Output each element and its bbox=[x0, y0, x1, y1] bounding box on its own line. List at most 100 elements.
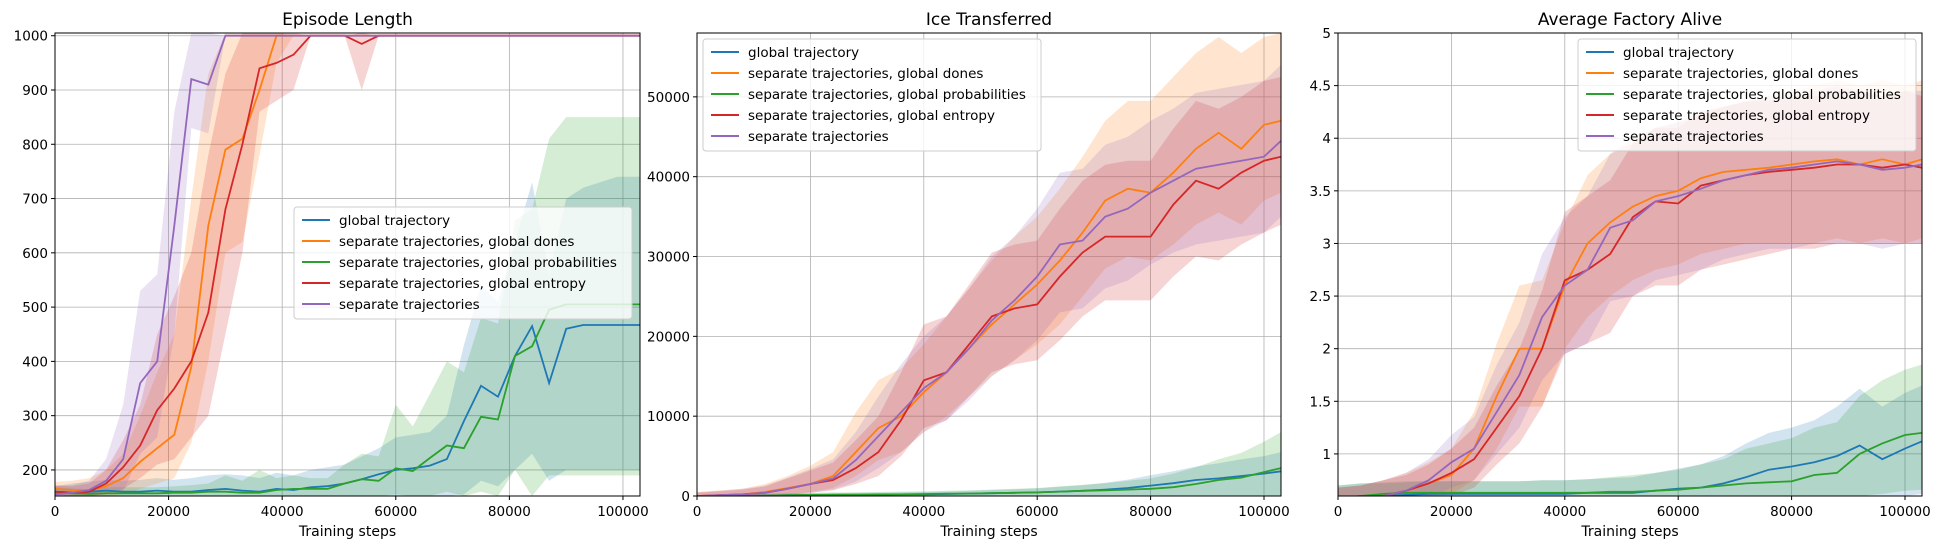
y-tick-label: 800 bbox=[22, 137, 48, 153]
y-tick-label: 1000 bbox=[14, 29, 48, 45]
y-tick-label: 500 bbox=[22, 300, 48, 316]
y-tick-label: 10000 bbox=[647, 409, 690, 425]
confidence-band-series-3 bbox=[1338, 364, 1922, 496]
chart-title: Episode Length bbox=[282, 10, 413, 30]
x-tick-label: 60000 bbox=[1657, 504, 1700, 520]
legend-label: separate trajectories, global probabilit… bbox=[748, 87, 1026, 103]
series-line-5 bbox=[697, 140, 1281, 496]
legend-label: separate trajectories, global entropy bbox=[1623, 108, 1870, 124]
x-tick-label: 0 bbox=[1334, 504, 1343, 520]
legend-label: separate trajectories, global entropy bbox=[339, 276, 586, 292]
legend-label: global trajectory bbox=[748, 45, 859, 61]
x-tick-label: 100000 bbox=[1879, 504, 1931, 520]
x-axis-label: Training steps bbox=[939, 524, 1037, 540]
legend-label: separate trajectories, global dones bbox=[339, 234, 574, 250]
legend-label: separate trajectories, global dones bbox=[748, 66, 983, 82]
confidence-band-series-5 bbox=[1338, 85, 1922, 496]
x-tick-label: 100000 bbox=[597, 504, 649, 520]
confidence-band-series-5 bbox=[55, 33, 640, 496]
confidence-band-series-2 bbox=[697, 33, 1281, 496]
y-tick-label: 2 bbox=[1322, 342, 1331, 358]
y-tick-label: 0 bbox=[681, 489, 690, 505]
x-tick-label: 40000 bbox=[902, 504, 945, 520]
y-tick-label: 50000 bbox=[647, 90, 690, 106]
legend-label: global trajectory bbox=[1623, 45, 1734, 61]
y-tick-label: 200 bbox=[22, 463, 48, 479]
legend-label: separate trajectories bbox=[1623, 129, 1764, 145]
y-tick-label: 30000 bbox=[647, 250, 690, 266]
y-tick-label: 400 bbox=[22, 354, 48, 370]
y-tick-label: 3 bbox=[1322, 236, 1331, 252]
y-tick-label: 4.5 bbox=[1310, 79, 1331, 95]
plot-area bbox=[697, 33, 1281, 496]
x-tick-label: 80000 bbox=[1129, 504, 1172, 520]
x-tick-label: 0 bbox=[51, 504, 60, 520]
chart-title: Average Factory Alive bbox=[1538, 10, 1722, 30]
legend-label: separate trajectories, global dones bbox=[1623, 66, 1858, 82]
confidence-band-series-2 bbox=[1338, 80, 1922, 496]
x-tick-label: 20000 bbox=[147, 504, 190, 520]
x-tick-label: 0 bbox=[693, 504, 702, 520]
y-tick-label: 40000 bbox=[647, 170, 690, 186]
legend-label: separate trajectories bbox=[339, 297, 480, 313]
series-line-3 bbox=[55, 303, 640, 495]
plot-area bbox=[55, 33, 640, 496]
y-tick-label: 300 bbox=[22, 409, 48, 425]
legend-box bbox=[702, 38, 1042, 152]
chart-panel-2: 0 20000 40000 60000 80000 100000 0 10000 20000 30… bbox=[647, 10, 1290, 540]
legend: global trajectory separate trajectories, … bbox=[293, 206, 633, 320]
y-tick-label: 1 bbox=[1322, 447, 1331, 463]
x-tick-label: 60000 bbox=[374, 504, 417, 520]
x-axis-label: Training steps bbox=[1580, 524, 1678, 540]
axes-frame bbox=[1337, 32, 1923, 497]
confidence-band-series-5 bbox=[697, 64, 1281, 496]
series-line-5 bbox=[55, 34, 640, 496]
confidence-band-series-4 bbox=[697, 76, 1281, 496]
legend: global trajectory separate trajectories, … bbox=[702, 38, 1042, 152]
x-tick-label: 100000 bbox=[1238, 504, 1290, 520]
chart-panel-1: 0 20000 40000 60000 80000 100000 200 300 400 500 6… bbox=[14, 10, 649, 540]
x-tick-label: 80000 bbox=[1770, 504, 1813, 520]
confidence-band-series-1 bbox=[697, 452, 1281, 496]
confidence-band-series-2 bbox=[55, 33, 640, 496]
x-tick-label: 80000 bbox=[488, 504, 531, 520]
y-tick-label: 600 bbox=[22, 246, 48, 262]
x-tick-label: 40000 bbox=[261, 504, 304, 520]
confidence-band-series-3 bbox=[697, 432, 1281, 496]
legend-label: separate trajectories, global entropy bbox=[748, 108, 995, 124]
axes-frame bbox=[696, 32, 1282, 497]
x-tick-label: 60000 bbox=[1016, 504, 1059, 520]
y-tick-label: 1.5 bbox=[1310, 394, 1331, 410]
series-line-5 bbox=[1376, 160, 1922, 496]
series-line-4 bbox=[1376, 163, 1922, 496]
legend-box bbox=[1577, 38, 1917, 152]
y-tick-label: 700 bbox=[22, 192, 48, 208]
y-tick-label: 5 bbox=[1322, 26, 1331, 42]
y-tick-label: 2.5 bbox=[1310, 289, 1331, 305]
y-tick-label: 4 bbox=[1322, 131, 1331, 147]
confidence-band-series-4 bbox=[1338, 90, 1922, 496]
x-tick-label: 20000 bbox=[1430, 504, 1473, 520]
plot-area bbox=[1338, 80, 1922, 496]
x-tick-label: 40000 bbox=[1543, 504, 1586, 520]
axes-frame bbox=[54, 32, 641, 497]
legend-box bbox=[293, 206, 633, 320]
chart-panel-3: 0 20000 40000 60000 80000 100000 1 1.5 2 2.5 3 3.5 4… bbox=[1310, 10, 1931, 540]
y-tick-label: 20000 bbox=[647, 329, 690, 345]
confidence-band-series-4 bbox=[55, 33, 640, 496]
series-line-3 bbox=[697, 467, 1281, 496]
legend-label: global trajectory bbox=[339, 213, 450, 229]
confidence-band-series-3 bbox=[55, 117, 640, 496]
y-tick-label: 3.5 bbox=[1310, 184, 1331, 200]
legend-label: separate trajectories, global probabilit… bbox=[1623, 87, 1901, 103]
series-line-1 bbox=[1350, 440, 1922, 496]
x-axis-label: Training steps bbox=[298, 524, 396, 540]
x-tick-label: 20000 bbox=[789, 504, 832, 520]
series-line-3 bbox=[1350, 432, 1922, 496]
legend-label: separate trajectories bbox=[748, 129, 889, 145]
legend-label: separate trajectories, global probabilit… bbox=[339, 255, 617, 271]
confidence-band-series-1 bbox=[55, 176, 640, 496]
y-tick-label: 900 bbox=[22, 83, 48, 99]
chart-title: Ice Transferred bbox=[926, 10, 1052, 30]
